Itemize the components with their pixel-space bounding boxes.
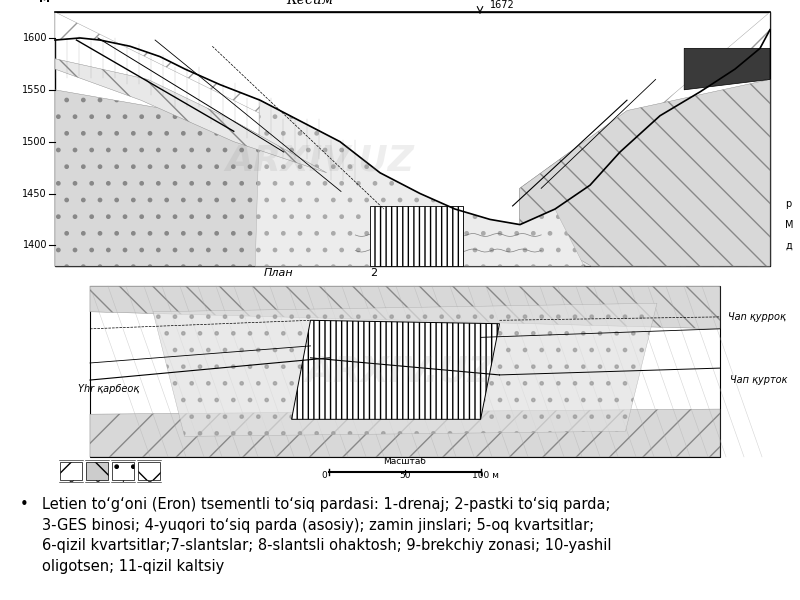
Text: Letien to‘g‘oni (Eron) tsementli to‘siq pardasi: 1-drenaj; 2-pastki to‘siq parda: Letien to‘g‘oni (Eron) tsementli to‘siq … xyxy=(42,497,611,574)
Text: 0: 0 xyxy=(322,471,327,480)
Text: 1500: 1500 xyxy=(22,137,47,146)
Bar xyxy=(138,462,160,480)
Polygon shape xyxy=(520,12,770,224)
Text: •: • xyxy=(20,497,29,512)
Text: ARXIV.UZ: ARXIV.UZ xyxy=(226,143,414,178)
Text: Чап қурток: Чап қурток xyxy=(730,375,787,385)
Text: 7: 7 xyxy=(120,475,126,484)
Text: Үhr қapбeoқ: Үhr қapбeoқ xyxy=(78,383,139,394)
Text: 5: 5 xyxy=(68,475,74,484)
Text: Масштаб: Масштаб xyxy=(383,457,426,466)
Text: 50: 50 xyxy=(399,471,410,480)
Polygon shape xyxy=(55,12,380,173)
Text: Чan қурроқ: Чan қурроқ xyxy=(728,312,786,322)
Polygon shape xyxy=(255,100,584,266)
Text: 100 м: 100 м xyxy=(472,471,499,480)
Polygon shape xyxy=(55,59,326,173)
Polygon shape xyxy=(292,320,499,419)
Text: 1600: 1600 xyxy=(22,33,47,43)
Polygon shape xyxy=(90,409,720,457)
Polygon shape xyxy=(520,79,770,266)
Polygon shape xyxy=(90,286,720,329)
Text: М: М xyxy=(785,220,794,230)
Bar xyxy=(55,12,770,266)
Bar xyxy=(60,462,82,480)
Text: 1450: 1450 xyxy=(22,188,47,199)
Polygon shape xyxy=(153,303,657,436)
Text: 8: 8 xyxy=(146,475,152,484)
Text: План: План xyxy=(264,268,294,278)
Bar xyxy=(90,286,720,457)
Text: ARXIV.UZ: ARXIV.UZ xyxy=(306,355,494,389)
Text: 1672: 1672 xyxy=(490,0,514,10)
Text: Кесим: Кесим xyxy=(286,0,334,7)
Text: М: М xyxy=(39,0,50,4)
Polygon shape xyxy=(684,49,770,90)
Polygon shape xyxy=(520,79,770,266)
Text: 6: 6 xyxy=(94,475,100,484)
Bar xyxy=(86,462,108,480)
Text: 1400: 1400 xyxy=(22,241,47,250)
Text: р: р xyxy=(785,199,791,209)
Text: 1550: 1550 xyxy=(22,85,47,95)
Text: 2: 2 xyxy=(370,268,377,278)
Bar xyxy=(112,462,134,480)
Text: д: д xyxy=(785,241,792,250)
Polygon shape xyxy=(55,90,377,266)
Bar xyxy=(370,206,462,266)
